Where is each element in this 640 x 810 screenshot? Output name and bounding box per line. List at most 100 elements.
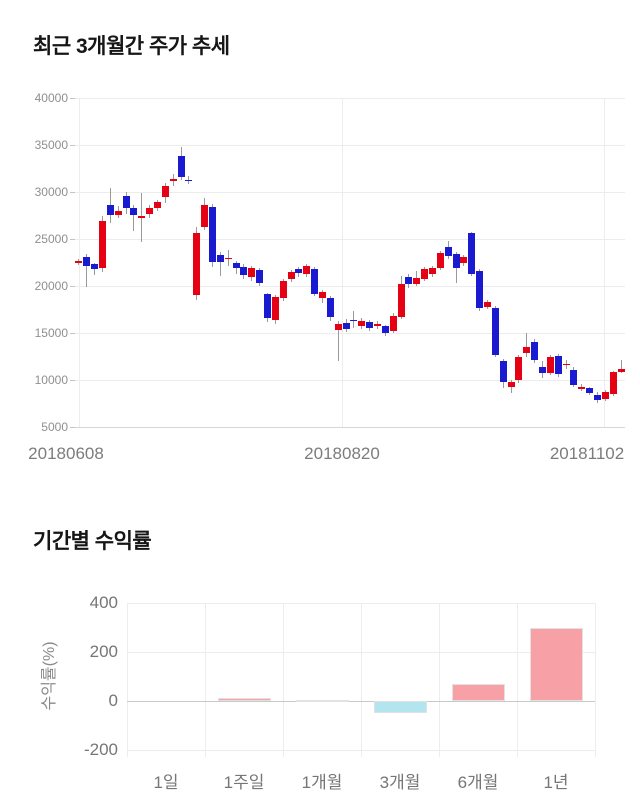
grid-line	[75, 427, 625, 428]
candle-up	[609, 371, 617, 395]
candle-wick	[353, 311, 355, 329]
candle-down	[326, 298, 334, 318]
candle-wick	[243, 264, 245, 280]
candle-wick	[180, 146, 182, 180]
candle-wick	[487, 300, 488, 310]
candle-up	[601, 392, 609, 399]
y-tick-label: 200	[89, 642, 118, 661]
candle-wick	[479, 269, 481, 312]
candle-wick	[400, 275, 402, 319]
candle-down	[130, 207, 138, 216]
y-tick-label: 30000	[34, 185, 68, 199]
candle-wick	[408, 273, 410, 288]
candle-wick	[597, 392, 598, 403]
price-chart-title: 최근 3개월간 주가 추세	[33, 35, 230, 58]
candle-down	[216, 254, 224, 262]
candle-wick	[589, 386, 591, 396]
candle-wick	[345, 318, 347, 333]
candle-up	[75, 261, 83, 263]
candle-down	[295, 269, 303, 274]
y-tick-label: 0	[108, 691, 118, 710]
candle-wick	[267, 292, 268, 322]
candle-wick	[573, 366, 575, 387]
y-tick-label: 400	[89, 593, 118, 612]
grid-line	[75, 192, 625, 193]
y-axis-tick	[70, 98, 78, 99]
candle-wick	[86, 254, 88, 287]
candle-down	[122, 195, 130, 208]
candle-down	[499, 361, 507, 382]
candle-down	[232, 262, 240, 269]
candle-up	[114, 210, 122, 215]
candle-down	[381, 326, 389, 333]
x-tick-label: 3개월	[379, 773, 421, 792]
candle-wick	[432, 266, 433, 277]
candle-wick	[109, 188, 111, 223]
candle-wick	[557, 353, 559, 378]
candle-wick	[526, 333, 528, 357]
y-tick-label: 40000	[34, 91, 68, 105]
grid-line	[75, 145, 625, 146]
candle-wick	[227, 250, 229, 267]
y-axis-tick	[70, 380, 78, 381]
candle-down	[405, 276, 413, 285]
candle-down	[366, 321, 374, 329]
candle-up	[161, 186, 169, 197]
candle-down	[91, 264, 99, 270]
candle-up	[523, 347, 531, 353]
y-tick-label: 10000	[34, 373, 68, 387]
candle-wick	[290, 270, 292, 283]
candle-down	[185, 179, 193, 182]
grid-line	[205, 603, 206, 757]
y-tick-label: -200	[83, 740, 118, 759]
candle-down	[177, 156, 185, 177]
candle-wick	[463, 254, 465, 267]
candle-up	[578, 387, 586, 389]
candle-down	[209, 207, 216, 262]
candle-down	[531, 342, 539, 361]
candle-wick	[369, 319, 371, 332]
candle-wick	[314, 267, 316, 297]
candle-wick	[542, 361, 543, 379]
candle-up	[154, 202, 161, 208]
candle-up	[389, 316, 397, 332]
y-tick-label: 25000	[34, 232, 68, 246]
y-axis-tick	[70, 286, 78, 287]
candle-up	[429, 268, 436, 274]
candle-down	[444, 247, 452, 256]
y-axis-tick	[70, 427, 78, 428]
grid-line	[342, 98, 343, 427]
candle-down	[539, 366, 546, 374]
candle-wick	[549, 354, 551, 376]
grid-line	[127, 652, 595, 653]
candle-up	[169, 178, 177, 181]
grid-line	[127, 750, 595, 751]
bar-1개월	[295, 700, 349, 703]
grid-line	[127, 603, 595, 604]
grid-line	[604, 98, 605, 427]
candle-down	[350, 319, 358, 322]
candle-up	[146, 207, 154, 214]
bar-3개월	[373, 701, 427, 714]
candle-up	[374, 324, 381, 326]
candle-wick	[424, 267, 426, 282]
candle-wick	[361, 317, 363, 330]
y-tick-label: 15000	[34, 326, 68, 340]
y-axis-tick	[70, 145, 78, 146]
candle-wick	[534, 338, 536, 364]
candle-up	[201, 205, 209, 227]
candle-down	[468, 233, 476, 274]
candle-wick	[219, 252, 221, 276]
candle-wick	[565, 360, 567, 369]
x-tick-label: 20180820	[304, 444, 380, 463]
candle-wick	[235, 260, 237, 274]
candle-wick	[157, 200, 158, 211]
candle-wick	[604, 390, 606, 401]
candle-down	[240, 267, 248, 275]
candle-wick	[581, 383, 583, 392]
candle-wick	[125, 192, 127, 214]
grid-line	[79, 98, 80, 427]
candle-up	[562, 363, 570, 366]
